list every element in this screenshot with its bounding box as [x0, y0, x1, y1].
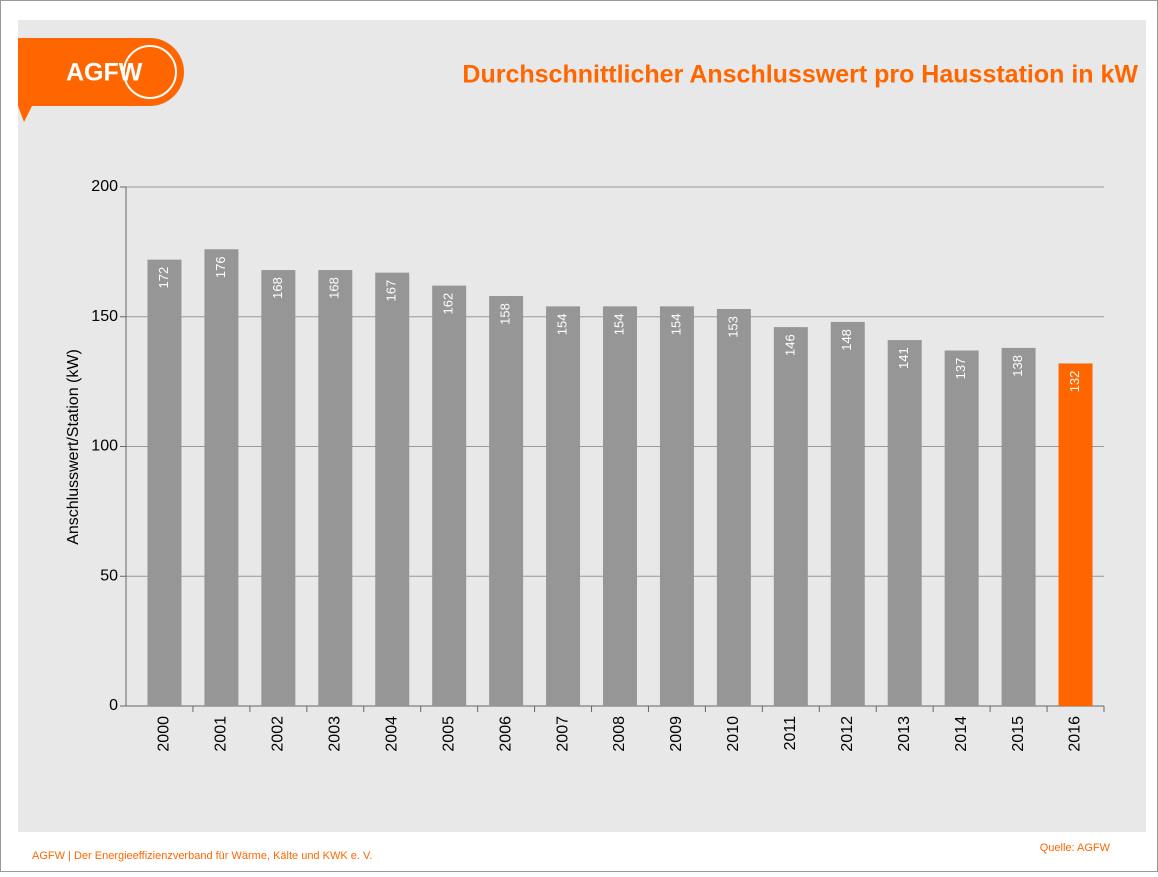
- value-label: 154: [554, 314, 569, 336]
- value-label: 153: [725, 316, 740, 338]
- x-tick-label: 2008: [611, 716, 628, 752]
- x-tick-label: 2004: [383, 716, 400, 752]
- bar: [204, 249, 238, 706]
- x-tick-label: 2015: [1010, 716, 1027, 752]
- source: Quelle: AGFW: [1040, 842, 1111, 854]
- y-tick-label: 50: [100, 567, 118, 584]
- y-tick-label: 0: [109, 697, 118, 714]
- x-tick-label: 2007: [554, 716, 571, 752]
- value-label: 158: [498, 303, 513, 325]
- bar: [774, 327, 808, 706]
- bar: [318, 270, 352, 706]
- logo-text: AGFW: [66, 59, 143, 87]
- x-tick-label: 2006: [497, 716, 514, 752]
- bar: [261, 270, 295, 706]
- value-label: 146: [782, 334, 797, 356]
- value-label: 148: [839, 329, 854, 351]
- value-label: 137: [953, 358, 968, 380]
- x-tick-label: 2003: [327, 716, 344, 752]
- y-axis-label: Anschlusswert/Station (kW): [65, 349, 82, 545]
- x-tick-label: 2012: [839, 716, 856, 752]
- chart-title: Durchschnittlicher Anschlusswert pro Hau…: [462, 61, 1138, 89]
- y-tick-label: 150: [91, 308, 118, 325]
- value-label: 141: [896, 347, 911, 369]
- x-tick-label: 2009: [668, 716, 685, 752]
- bar: [147, 260, 181, 706]
- x-tick-label: 2010: [725, 716, 742, 752]
- value-label: 154: [611, 314, 626, 336]
- x-tick-label: 2002: [270, 716, 287, 752]
- bar: [660, 306, 694, 706]
- bar: [1002, 348, 1036, 706]
- x-tick-label: 2013: [896, 716, 913, 752]
- value-label: 162: [441, 293, 456, 315]
- value-label: 132: [1067, 371, 1082, 393]
- bar: [717, 309, 751, 706]
- x-tick-label: 2016: [1067, 716, 1084, 752]
- bar: [831, 322, 865, 706]
- chart: AGFW Durchschnittlicher Anschlusswert pr…: [0, 0, 1158, 872]
- bar: [945, 350, 979, 706]
- x-tick-label: 2011: [782, 716, 799, 751]
- y-tick-label: 200: [91, 178, 118, 195]
- value-label: 176: [213, 256, 228, 278]
- value-label: 168: [327, 277, 342, 299]
- x-tick-label: 2005: [440, 716, 457, 752]
- bar: [489, 296, 523, 706]
- bar: [546, 306, 580, 706]
- bar: [1059, 363, 1093, 706]
- bar: [603, 306, 637, 706]
- y-tick-label: 100: [91, 438, 118, 455]
- bar: [432, 286, 466, 706]
- value-label: 172: [156, 267, 171, 289]
- x-tick-label: 2001: [213, 716, 230, 752]
- bar: [375, 273, 409, 706]
- value-label: 167: [384, 280, 399, 302]
- bar: [888, 340, 922, 706]
- footer: AGFW | Der Energieeffizienzverband für W…: [32, 850, 372, 862]
- x-tick-label: 2000: [156, 716, 173, 752]
- value-label: 154: [668, 314, 683, 336]
- x-tick-label: 2014: [953, 716, 970, 752]
- value-label: 168: [270, 277, 285, 299]
- value-label: 138: [1010, 355, 1025, 377]
